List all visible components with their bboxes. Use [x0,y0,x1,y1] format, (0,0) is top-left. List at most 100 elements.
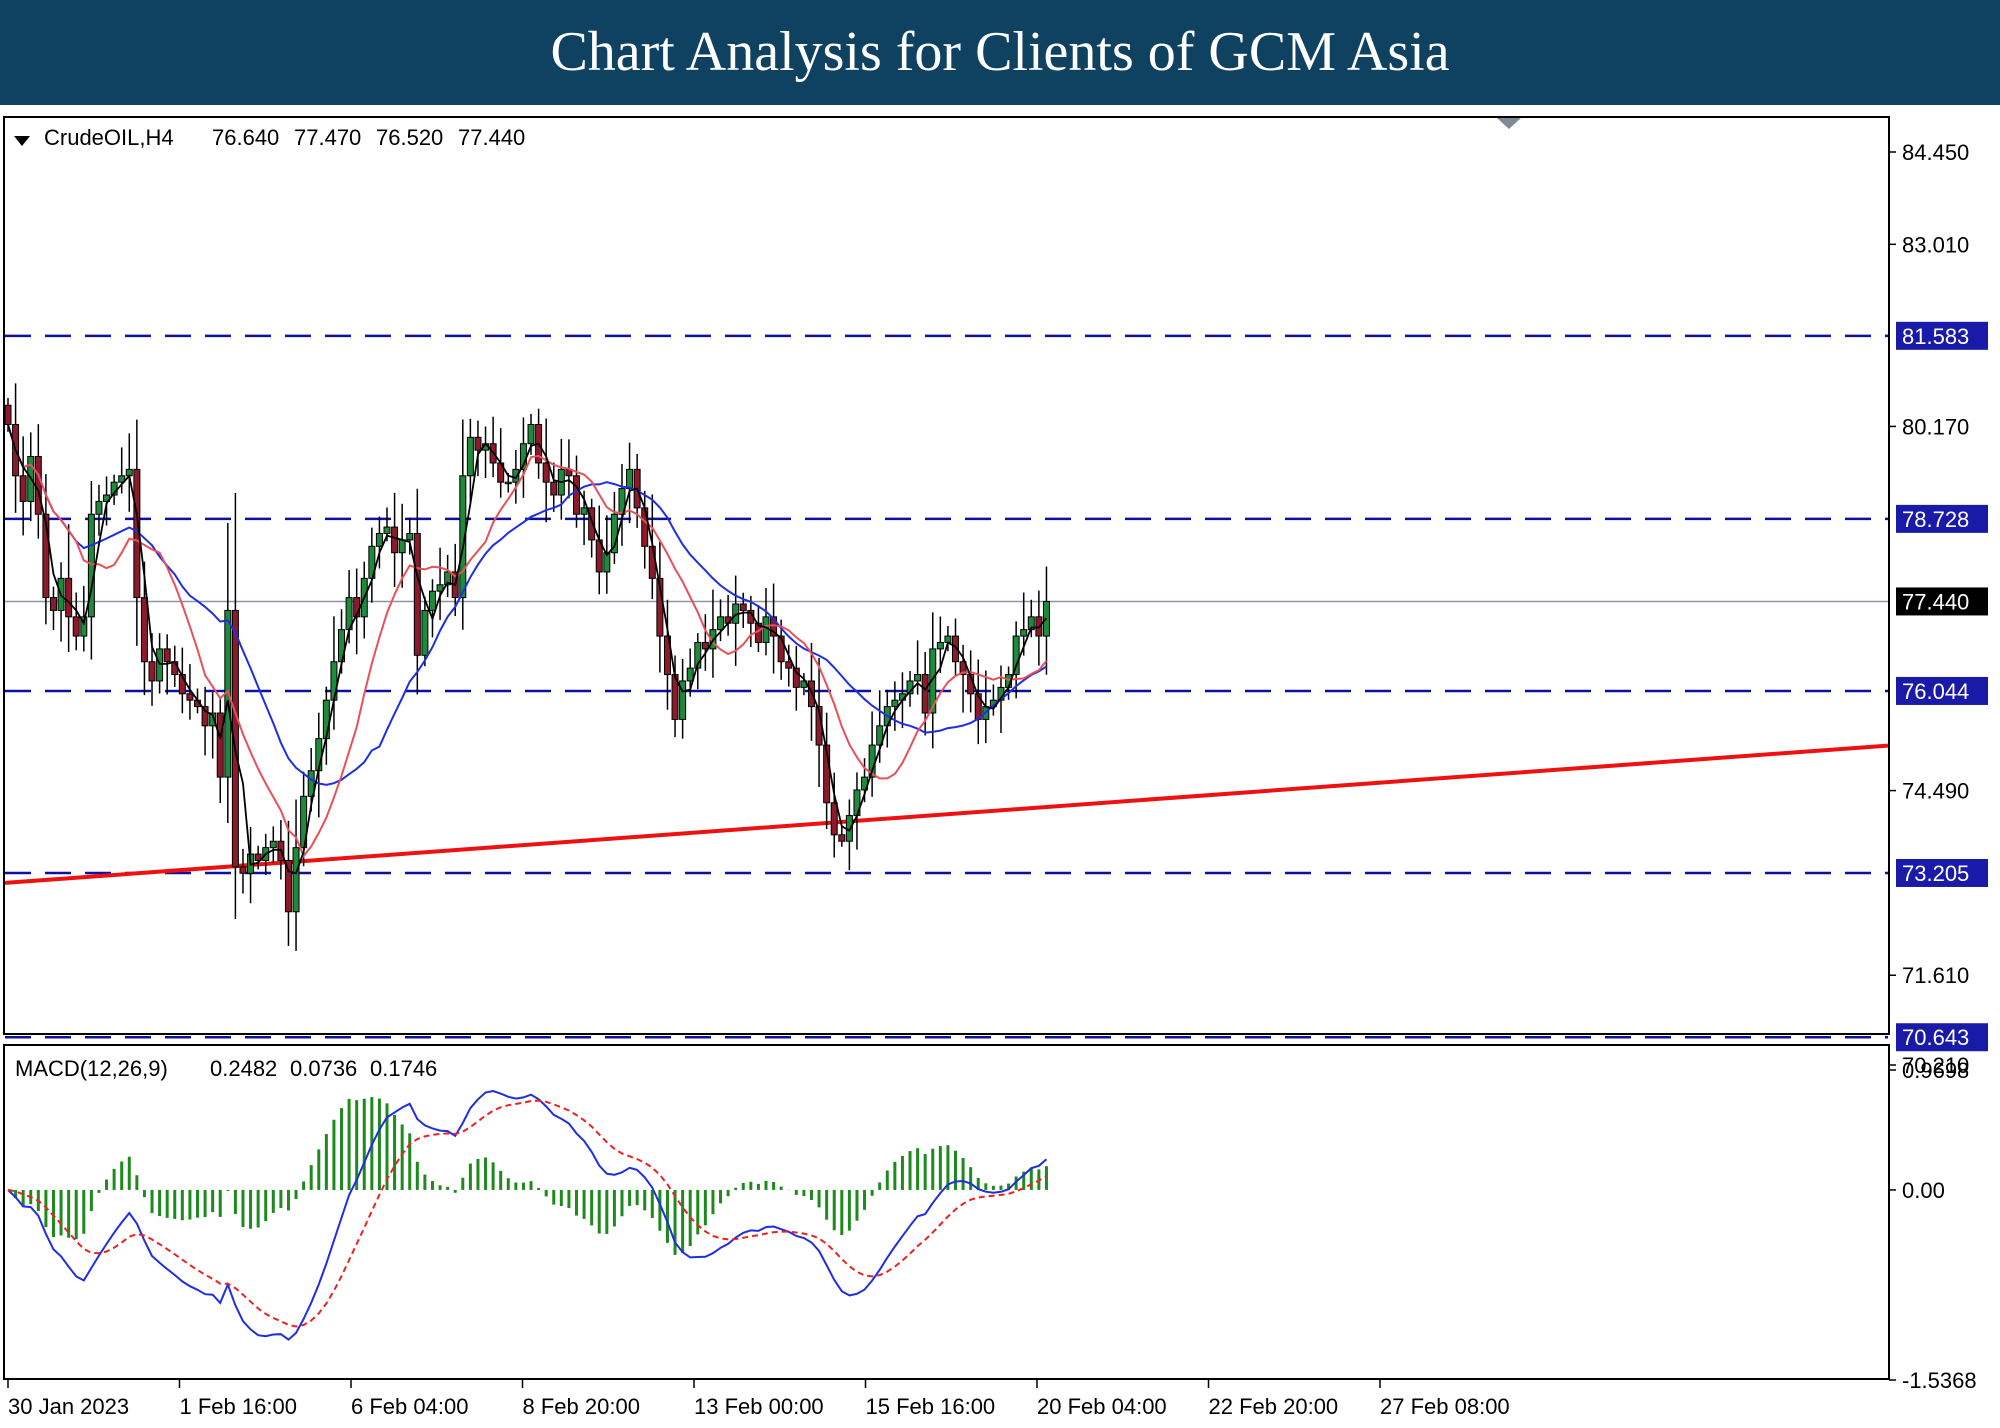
candle-body [921,674,929,714]
price-tick-label: 83.010 [1902,232,1969,257]
candle-body [269,840,277,849]
macd-line [7,1089,1048,1341]
candle-body [436,584,444,592]
candle [292,799,300,951]
header-close: 77.440 [458,125,525,150]
candle-body [307,770,315,797]
price-layer [4,334,1889,1039]
candle-body [618,488,626,515]
candle [95,484,103,536]
macd-tick-label: -1.5368 [1902,1368,1977,1393]
header-low: 76.520 [376,125,443,150]
level-badge-label: 73.205 [1902,861,1969,886]
candle [406,517,414,555]
current-price-badge [1896,587,1988,616]
candle-body [19,475,27,502]
macd-value-hist: 0.1746 [370,1056,437,1081]
candle-body [550,481,558,496]
candle-body [398,539,406,554]
macd-tick-label: 0.00 [1902,1178,1945,1203]
candle-body [231,609,239,868]
macd-tick-label: 0.9698 [1902,1058,1969,1083]
level-badge [1896,504,1988,533]
candle-body [95,500,103,515]
ma-slow-line [7,424,1048,786]
candle-body [580,507,588,515]
candle [785,644,793,687]
candle [413,488,421,695]
candle-body [474,436,482,451]
candle-body [148,661,156,682]
chart-header[interactable]: CrudeOIL,H4 76.640 77.470 76.520 77.440 [14,125,525,150]
candle-body [391,526,399,554]
candle-body [178,674,186,695]
candle-body [254,853,262,861]
level-badge-label: 76.044 [1902,679,1969,704]
candle [891,681,899,731]
ma-fast-line [7,424,1048,875]
candle-body [701,641,709,650]
candle-body [406,532,414,541]
macd-value-main: 0.2482 [210,1056,277,1081]
candle-body [512,468,520,483]
candle-body [626,468,634,490]
candle-body [421,609,429,656]
triangle-down-icon[interactable] [14,136,30,146]
level-badge-label: 70.643 [1902,1025,1969,1050]
macd-layer [7,1089,1048,1341]
candle-body [34,456,42,515]
candle-body [929,648,937,714]
candle-body [792,667,800,688]
candle [72,592,80,651]
candle-body [1020,629,1028,637]
candle [269,826,277,863]
candle [550,462,558,512]
candle-body [588,507,596,541]
candle [792,645,800,711]
candle-body [4,404,12,425]
banner-title: Chart Analysis for Clients of GCM Asia [550,21,1450,83]
candle-body [156,648,164,682]
macd-panel-frame [3,1044,1890,1380]
time-tick-label: 1 Feb 16:00 [180,1394,297,1419]
candle-body [542,462,550,483]
candle [254,845,262,870]
candle [201,686,209,756]
candle-body [49,597,57,611]
candle-body [603,552,611,573]
triangle-down-marker-icon[interactable] [1497,118,1521,129]
candle-body [80,616,88,637]
price-tick-label: 74.490 [1902,779,1969,804]
candle-body [413,532,421,656]
candle [239,848,247,894]
header-symbol: CrudeOIL,H4 [44,125,174,150]
candle-body [118,475,126,483]
chart-area[interactable]: 84.450 83.010 80.170 74.490 71.610 70.210 81.5… [0,105,2000,1428]
candle [65,524,73,653]
candle [216,697,224,803]
candle [701,614,709,671]
time-tick-label: 8 Feb 20:00 [523,1394,640,1419]
candle-body [785,661,793,669]
time-tick-label: 13 Feb 00:00 [694,1394,824,1419]
ma-mid-line [7,424,1048,858]
candle [830,772,838,858]
candle-body [830,802,838,836]
price-tick-label: 80.170 [1902,414,1969,439]
current-price-label: 77.440 [1902,589,1969,614]
time-tick-label: 27 Feb 08:00 [1380,1394,1510,1419]
candle-body [959,661,967,676]
candle [178,647,186,714]
candle-body [679,680,687,720]
candle-body [186,693,194,701]
candle [474,420,482,477]
candle [936,616,944,674]
header-open: 76.640 [212,125,279,150]
candle [679,658,687,739]
macd-value-signal: 0.0736 [290,1056,357,1081]
candle-body [694,641,702,669]
candle [209,691,217,759]
candle [694,633,702,690]
axis-layer: 84.450 83.010 80.170 74.490 71.610 70.210 81.5… [7,140,1988,1419]
candle-body [239,866,247,874]
